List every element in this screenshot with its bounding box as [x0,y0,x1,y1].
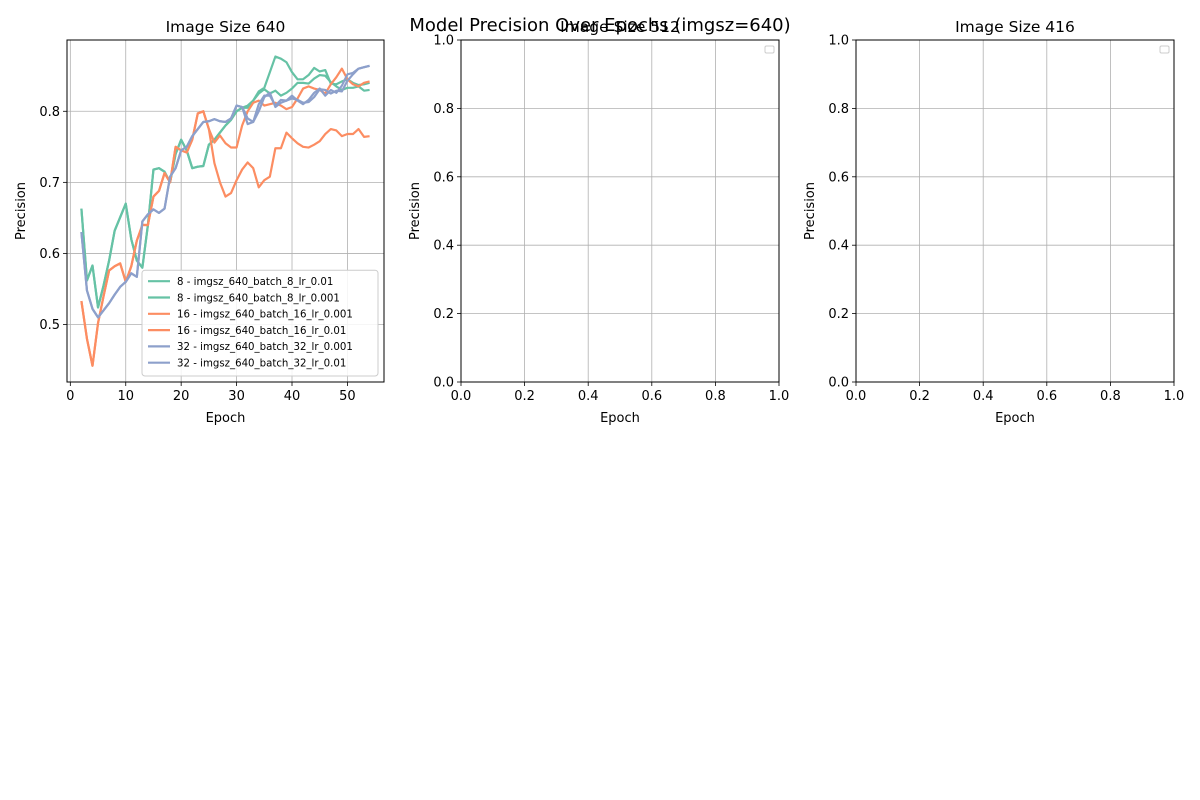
x-tick-label: 1.0 [1164,389,1185,404]
x-tick-label: 0.4 [973,389,994,404]
legend-entry: 8 - imgsz_640_batch_8_lr_0.01 [177,277,333,288]
legend-entry: 16 - imgsz_640_batch_16_lr_0.01 [177,326,346,337]
subplot-3: 0.0 0.2 0.4 0.6 0.8 1.0 0.0 0.2 0.4 0.6 0.8 1.0 Imag… [803,18,1184,426]
y-tick-label: 0.4 [433,239,454,254]
subplots: 0 10 20 30 40 50 0.5 0.6 0.7 0.8 Image Size 640 Epo… [14,18,1184,426]
y-tick-label: 1.0 [828,34,849,49]
x-tick-label: 0.0 [451,389,472,404]
legend-entry: 8 - imgsz_640_batch_8_lr_0.001 [177,293,340,304]
y-tick-label: 0.2 [828,307,849,322]
y-tick-label: 0.0 [433,376,454,391]
legend-box-empty [764,45,775,54]
axes-frame [66,39,385,383]
subplot-title: Image Size 416 [955,18,1075,36]
y-axis-label: Precision [803,182,818,240]
subplot-2: 0.0 0.2 0.4 0.6 0.8 1.0 0.0 0.2 0.4 0.6 0.8 1.0 Imag… [408,18,789,426]
x-tick-label: 40 [284,389,301,404]
y-tick-label: 0.8 [433,102,454,117]
x-tick-label: 0.8 [1100,389,1121,404]
series-line-4 [80,110,370,367]
x-tick-label: 0.2 [909,389,930,404]
series-line-2 [80,55,370,309]
axes-frame [460,39,780,383]
subplot-title: Image Size 512 [560,18,680,36]
x-tick-label: 10 [117,389,134,404]
x-tick-label: 0.8 [705,389,726,404]
x-tick-label: 1.0 [769,389,790,404]
y-tick-label: 0.6 [433,170,454,185]
x-tick-label: 20 [173,389,190,404]
y-tick-label: 0.6 [39,247,60,262]
x-tick-label: 50 [339,389,356,404]
y-tick-label: 0.0 [828,376,849,391]
y-tick-label: 1.0 [433,34,454,49]
x-axis-label: Epoch [206,411,246,426]
legend-entry: 16 - imgsz_640_batch_16_lr_0.001 [177,310,353,321]
x-tick-label: 0.4 [578,389,599,404]
x-tick-label: 0.0 [846,389,867,404]
y-tick-label: 0.2 [433,307,454,322]
legend-entry: 32 - imgsz_640_batch_32_lr_0.001 [177,342,353,353]
x-axis-label: Epoch [995,411,1035,426]
y-axis-label: Precision [14,182,29,240]
y-tick-label: 0.8 [39,105,60,120]
legend: 8 - imgsz_640_batch_8_lr_0.01 8 - imgsz_6… [141,269,379,377]
axes-frame [855,39,1175,383]
y-tick-label: 0.8 [828,102,849,117]
subplot-title: Image Size 640 [166,18,286,36]
y-tick-label: 0.5 [39,318,60,333]
y-tick-label: 0.6 [828,170,849,185]
x-tick-label: 0.2 [514,389,535,404]
legend-entry: 32 - imgsz_640_batch_32_lr_0.01 [177,359,346,370]
series-line-6 [80,64,370,319]
x-tick-label: 0 [66,389,74,404]
x-tick-label: 0.6 [641,389,662,404]
figure-suptitle: Model Precision Over Epochs (imgsz=640) [409,15,790,36]
y-tick-label: 0.4 [828,239,849,254]
x-axis-label: Epoch [600,411,640,426]
y-axis-label: Precision [408,182,423,240]
x-tick-label: 30 [228,389,245,404]
subplot-1: 0 10 20 30 40 50 0.5 0.6 0.7 0.8 Image Size 640 Epo… [14,18,385,426]
x-tick-label: 0.6 [1036,389,1057,404]
legend-box [141,269,379,377]
y-tick-label: 0.7 [39,176,60,191]
legend-box-empty [1159,45,1170,54]
